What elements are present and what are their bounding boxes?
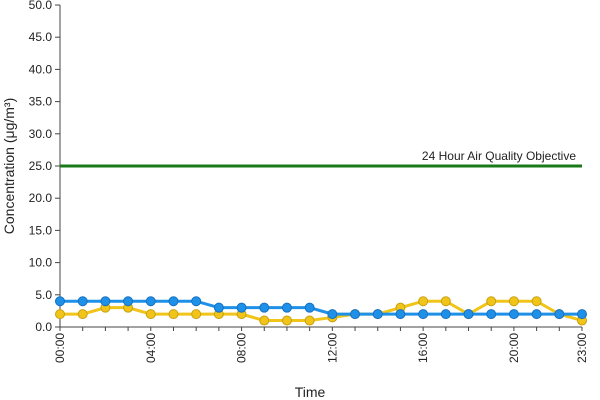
point xyxy=(145,296,156,307)
point xyxy=(440,309,451,320)
point xyxy=(55,309,65,320)
point xyxy=(486,296,497,307)
y-tick-label: 30.0 xyxy=(29,127,53,141)
y-tick-label: 20.0 xyxy=(29,191,53,205)
point xyxy=(304,302,315,313)
point xyxy=(191,309,202,320)
point xyxy=(259,302,270,313)
x-tick-label: 23:00 xyxy=(575,333,589,363)
point xyxy=(77,309,88,320)
point xyxy=(191,296,202,307)
point xyxy=(350,309,361,320)
point xyxy=(281,315,292,326)
y-axis-label: Concentration (μg/m³) xyxy=(1,98,17,234)
y-tick-label: 25.0 xyxy=(29,159,53,173)
point xyxy=(145,309,156,320)
point xyxy=(486,309,497,320)
point xyxy=(213,302,224,313)
point xyxy=(531,296,542,307)
x-tick-label: 04:00 xyxy=(144,333,158,363)
point xyxy=(440,296,451,307)
point xyxy=(168,296,179,307)
point xyxy=(508,296,519,307)
point xyxy=(508,309,519,320)
point xyxy=(395,309,406,320)
x-tick-label: 20:00 xyxy=(507,333,521,363)
point xyxy=(259,315,270,326)
point xyxy=(304,315,315,326)
point xyxy=(100,296,111,307)
x-axis-label: Time xyxy=(295,384,326,400)
point xyxy=(418,309,429,320)
y-tick-label: 50.0 xyxy=(29,0,53,12)
point xyxy=(168,309,179,320)
point xyxy=(327,309,338,320)
y-tick-label: 0.0 xyxy=(35,320,52,334)
point xyxy=(55,296,65,307)
objective-label: 24 Hour Air Quality Objective xyxy=(422,149,576,163)
x-tick-label: 00:00 xyxy=(53,333,67,363)
point xyxy=(77,296,88,307)
point xyxy=(281,302,292,313)
point xyxy=(577,309,587,320)
point xyxy=(123,296,134,307)
point xyxy=(372,309,383,320)
point xyxy=(554,309,565,320)
x-tick-label: 08:00 xyxy=(235,333,249,363)
y-tick-label: 5.0 xyxy=(35,288,52,302)
point xyxy=(236,302,247,313)
x-tick-label: 16:00 xyxy=(416,333,430,363)
y-tick-label: 45.0 xyxy=(29,30,53,44)
y-tick-label: 15.0 xyxy=(29,223,53,237)
point xyxy=(463,309,474,320)
point xyxy=(531,309,542,320)
y-tick-label: 35.0 xyxy=(29,95,53,109)
y-tick-label: 10.0 xyxy=(29,256,53,270)
x-tick-label: 12:00 xyxy=(325,333,339,363)
point xyxy=(418,296,429,307)
y-tick-label: 40.0 xyxy=(29,62,53,76)
series-line xyxy=(60,299,582,316)
